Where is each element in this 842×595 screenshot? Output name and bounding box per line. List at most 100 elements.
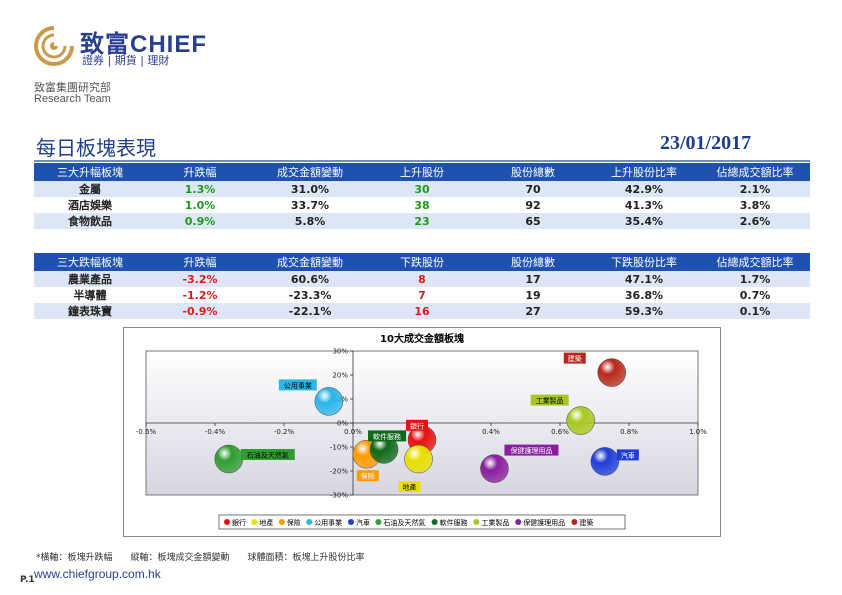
top-losers-table: 三大跌幅板塊 升跌幅 成交金額變動 下跌股份 股份總數 下跌股份比率 佔總成交額… (34, 253, 810, 319)
bubble-label: 銀行 (410, 421, 424, 430)
department-en: Research Team (34, 93, 111, 105)
price-change: -0.9% (146, 303, 254, 319)
legend-swatch (571, 519, 578, 525)
turnover-share: 2.6% (700, 213, 810, 229)
table-row: 食物飲品 0.9% 5.8% 23 65 35.4% 2.6% (34, 213, 810, 229)
bubble-label: 建築 (568, 354, 582, 363)
y-tick-label: -20% (330, 468, 348, 476)
brand-tagline: 證券 | 期貨 | 理財 (82, 54, 170, 67)
bubble-4 (314, 387, 344, 416)
price-change: 1.3% (146, 181, 254, 197)
column-header: 三大跌幅板塊 (34, 253, 146, 271)
legend-swatch (278, 519, 285, 525)
bubble-label-box (406, 419, 428, 431)
legend-swatch (473, 519, 480, 525)
bubble-5 (590, 447, 620, 476)
legend-swatch (375, 519, 382, 525)
falling-ratio: 59.3% (588, 303, 700, 319)
falling-stocks: 7 (366, 287, 478, 303)
falling-ratio: 47.1% (588, 271, 700, 287)
brand-name-cn: 致富 (80, 30, 130, 58)
column-header: 升跌幅 (146, 253, 254, 271)
legend-item: 石油及天然氣 (383, 518, 425, 527)
total-stocks: 65 (478, 213, 588, 229)
legend-item: 公用事業 (314, 518, 342, 527)
turnover-change: 31.0% (254, 181, 366, 197)
column-header: 升跌幅 (146, 163, 254, 181)
bubble-label: 地產 (403, 483, 417, 492)
sector-name: 金屬 (34, 181, 146, 197)
turnover-share: 1.7% (700, 271, 810, 287)
legend-item: 地產 (259, 518, 273, 527)
chart-footnote: *橫軸：板塊升跌幅 縱軸：板塊成交金額變動 球體面積：板塊上升股份比率 (36, 553, 365, 563)
chart-legend (218, 514, 626, 530)
table-row: 鐘表珠寶 -0.9% -22.1% 16 27 59.3% 0.1% (34, 303, 810, 319)
legend-swatch (251, 519, 258, 525)
title-divider (34, 160, 810, 162)
price-change: -3.2% (146, 271, 254, 287)
turnover-share: 2.1% (700, 181, 810, 197)
bubble-label: 石油及天然氣 (247, 451, 289, 460)
y-tick-label: 20% (332, 372, 348, 380)
rising-ratio: 35.4% (588, 213, 700, 229)
legend-item: 軟件服務 (440, 518, 468, 527)
y-tick-label: 0% (337, 420, 348, 428)
column-header: 股份總數 (478, 163, 588, 181)
price-change: 1.0% (146, 197, 254, 213)
total-stocks: 92 (478, 197, 588, 213)
sector-name: 食物飲品 (34, 213, 146, 229)
table-row: 半導體 -1.2% -23.3% 7 19 36.8% 0.7% (34, 287, 810, 303)
column-header: 三大升幅板塊 (34, 163, 146, 181)
sector-name: 半導體 (34, 287, 146, 303)
bubble-label-box (504, 444, 559, 456)
price-change: 0.9% (146, 213, 254, 229)
brand-name: 致富CHIEF (80, 24, 207, 59)
total-stocks: 27 (478, 303, 588, 319)
turnover-change: -22.1% (254, 303, 366, 319)
bubble-6 (214, 444, 244, 474)
x-tick-label: -0.6% (136, 428, 157, 436)
rising-stocks: 30 (366, 181, 478, 197)
column-header: 佔總成交額比率 (700, 253, 810, 271)
x-tick-label: 0.0% (344, 428, 362, 436)
sector-name: 鐘表珠寶 (34, 303, 146, 319)
bubble-label-box (530, 394, 569, 406)
report-date: 23/01/2017 (660, 132, 752, 154)
top-gainers-table: 三大升幅板塊 升跌幅 成交金額變動 上升股份 股份總數 上升股份比率 佔總成交額… (34, 163, 810, 229)
turnover-share: 0.7% (700, 287, 810, 303)
bubble-9 (480, 454, 509, 483)
price-change: -1.2% (146, 287, 254, 303)
bubble-label-box (356, 470, 379, 482)
rising-stocks: 38 (366, 197, 478, 213)
chart-title: 10大成交金額板塊 (380, 332, 464, 345)
legend-item: 汽車 (356, 518, 370, 527)
website-link[interactable]: www.chiefgroup.com.hk (34, 567, 161, 581)
turnover-share: 3.8% (700, 197, 810, 213)
page-number: P.1 (20, 575, 35, 585)
x-tick-label: 0.6% (551, 428, 569, 436)
turnover-change: 5.8% (254, 213, 366, 229)
table-row: 酒店娛樂 1.0% 33.7% 38 92 41.3% 3.8% (34, 197, 810, 213)
x-tick-label: -0.2% (274, 428, 295, 436)
turnover-change: 60.6% (254, 271, 366, 287)
legend-swatch (515, 519, 522, 525)
sector-name: 農業產品 (34, 271, 146, 287)
sector-name: 酒店娛樂 (34, 197, 146, 213)
total-stocks: 17 (478, 271, 588, 287)
column-header: 上升股份 (366, 163, 478, 181)
y-tick-label: -10% (330, 444, 348, 452)
legend-swatch (224, 519, 230, 525)
rising-ratio: 42.9% (588, 181, 700, 197)
bubble-label: 汽車 (621, 451, 635, 460)
falling-ratio: 36.8% (588, 287, 700, 303)
bubble-label: 工業製品 (536, 396, 564, 405)
column-header: 股份總數 (478, 253, 588, 271)
bubble-2 (404, 444, 433, 474)
table-header-row: 三大跌幅板塊 升跌幅 成交金額變動 下跌股份 股份總數 下跌股份比率 佔總成交額… (34, 253, 810, 271)
legend-item: 保健護理用品 (523, 518, 565, 527)
bubble-label-box (398, 481, 421, 492)
x-tick-label: 1.0% (689, 428, 707, 436)
table-row: 金屬 1.3% 31.0% 30 70 42.9% 2.1% (34, 181, 810, 197)
department-cn: 致富集團研究部 (34, 81, 111, 94)
legend-swatch (306, 519, 313, 525)
